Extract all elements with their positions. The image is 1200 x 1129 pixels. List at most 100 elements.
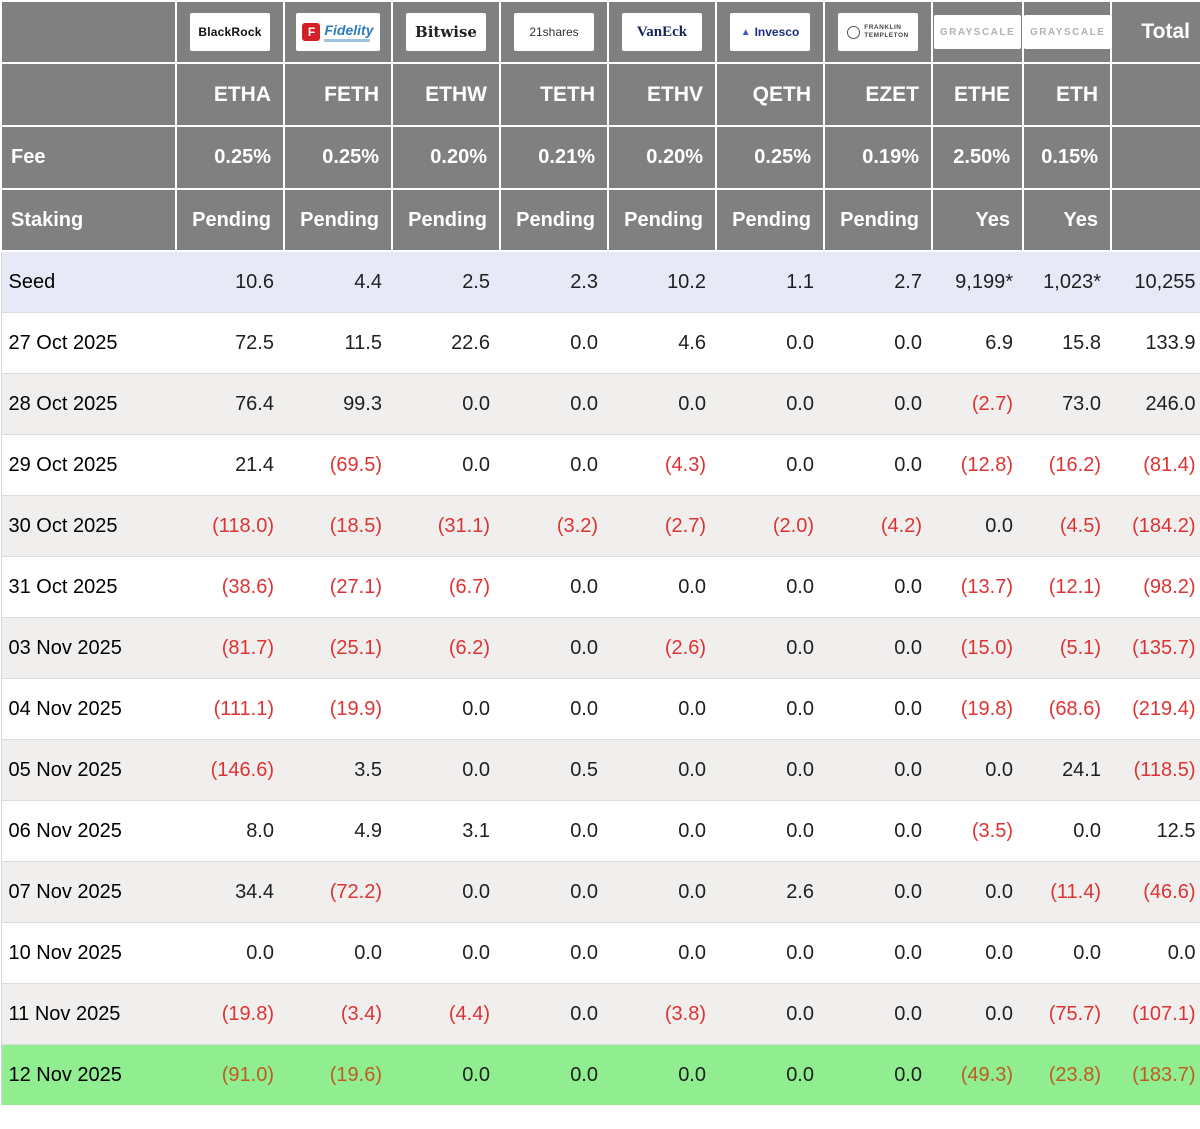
flow-value-cell: 34.4 — [176, 861, 284, 923]
flow-value-cell: 0.0 — [824, 800, 932, 862]
table-body: Seed 10.6 4.4 2.5 2.3 10.2 1.1 2.7 9,199* 1,023* 1… — [0, 251, 1200, 1105]
flow-value-cell: 0.0 — [1111, 922, 1200, 984]
flow-value-cell: 0.0 — [716, 373, 824, 435]
table-row: 11 Nov 2025 (19.8) (3.4) (4.4) 0.0 (3.8) 0.0 0.… — [0, 983, 1200, 1045]
shares21-name: 21shares — [529, 25, 579, 39]
flow-value-cell: 2.5 — [392, 251, 500, 313]
flow-value-cell: 0.0 — [824, 922, 932, 984]
table-row: 07 Nov 2025 34.4 (72.2) 0.0 0.0 0.0 2.6 0.0 0.0(… — [0, 861, 1200, 923]
flow-value-cell: (183.7) — [1111, 1044, 1200, 1105]
flow-value-cell: (3.5) — [932, 800, 1023, 862]
franklin-wordmark: FRANKLIN TEMPLETON — [864, 24, 908, 40]
flow-value-cell: 1,023* — [1023, 251, 1111, 313]
flow-value-cell: 0.0 — [824, 861, 932, 923]
flow-value-cell: 0.0 — [824, 1044, 932, 1105]
table-header: BlackRock F Fidelity Bitwise 21shares VanEck ▲… — [0, 0, 1200, 252]
table-row: Seed 10.6 4.4 2.5 2.3 10.2 1.1 2.7 9,199* 1,023* 1… — [0, 251, 1200, 313]
flow-value-cell: 0.0 — [500, 861, 608, 923]
flow-value-cell: (16.2) — [1023, 434, 1111, 496]
logo-cell-feth: F Fidelity — [283, 0, 393, 64]
flow-value-cell: (25.1) — [284, 617, 392, 679]
flow-value-cell: 12.5 — [1111, 800, 1200, 862]
total-header-cell: Total — [1110, 0, 1200, 64]
flow-value-cell: 2.6 — [716, 861, 824, 923]
row-label: 31 Oct 2025 — [0, 556, 176, 618]
flow-value-cell: (18.5) — [284, 495, 392, 557]
row-label: 05 Nov 2025 — [0, 739, 176, 801]
logo-cell-teth: 21shares — [499, 0, 609, 64]
flow-value-cell: 72.5 — [176, 312, 284, 374]
staking-row-label: Staking — [0, 188, 177, 252]
flow-value-cell: 76.4 — [176, 373, 284, 435]
row-label: 12 Nov 2025 — [0, 1044, 176, 1105]
flow-value-cell: (2.7) — [932, 373, 1023, 435]
franklin-logo: FRANKLIN TEMPLETON — [838, 13, 918, 51]
flow-value-cell: 0.0 — [932, 983, 1023, 1045]
flow-value-cell: 0.0 — [716, 434, 824, 496]
flow-value-cell: 0.0 — [500, 922, 608, 984]
row-label: 30 Oct 2025 — [0, 495, 176, 557]
vaneck-logo: VanEck — [622, 13, 702, 51]
flow-value-cell: (4.2) — [824, 495, 932, 557]
fee-ethv: 0.20% — [607, 125, 717, 190]
flow-value-cell: 0.0 — [392, 434, 500, 496]
flow-value-cell: (118.5) — [1111, 739, 1200, 801]
fee-etha: 0.25% — [175, 125, 285, 190]
flow-value-cell: (2.0) — [716, 495, 824, 557]
flow-value-cell: (2.6) — [608, 617, 716, 679]
flow-value-cell: 24.1 — [1023, 739, 1111, 801]
logo-cell-ethv: VanEck — [607, 0, 717, 64]
flow-value-cell: 0.0 — [608, 1044, 716, 1105]
flow-value-cell: (72.2) — [284, 861, 392, 923]
flow-value-cell: (75.7) — [1023, 983, 1111, 1045]
flow-value-cell: 9,199* — [932, 251, 1023, 313]
flow-value-cell: 10.6 — [176, 251, 284, 313]
flow-value-cell: 0.0 — [716, 922, 824, 984]
flow-value-cell: (146.6) — [176, 739, 284, 801]
flow-value-cell: 0.0 — [932, 739, 1023, 801]
flow-value-cell: 133.9 — [1111, 312, 1200, 374]
flow-value-cell: (3.4) — [284, 983, 392, 1045]
shares21-logo: 21shares — [514, 13, 594, 51]
franklin-circle-icon — [847, 25, 861, 39]
flow-value-cell: (11.4) — [1023, 861, 1111, 923]
flow-value-cell: 0.0 — [608, 922, 716, 984]
flow-value-cell: 0.0 — [500, 434, 608, 496]
ticker-etha: ETHA — [175, 62, 285, 127]
flow-value-cell: (135.7) — [1111, 617, 1200, 679]
grayscale-name: GRAYSCALE — [1030, 26, 1106, 38]
flow-value-cell: 0.0 — [716, 739, 824, 801]
flow-value-cell: 0.0 — [608, 678, 716, 740]
flow-value-cell: 22.6 — [392, 312, 500, 374]
staking-teth: Pending — [499, 188, 609, 252]
flow-value-cell: 4.6 — [608, 312, 716, 374]
flow-value-cell: (69.5) — [284, 434, 392, 496]
flow-value-cell: 4.9 — [284, 800, 392, 862]
flow-value-cell: (6.7) — [392, 556, 500, 618]
flow-value-cell: 0.0 — [932, 861, 1023, 923]
flow-value-cell: (6.2) — [392, 617, 500, 679]
flow-value-cell: 0.0 — [608, 556, 716, 618]
row-label: 29 Oct 2025 — [0, 434, 176, 496]
table-row: 06 Nov 2025 8.0 4.9 3.1 0.0 0.0 0.0 0.0 (3.5) 0.0… — [0, 800, 1200, 862]
logo-cell-qeth: ▲ Invesco — [715, 0, 825, 64]
flow-value-cell: 0.0 — [716, 800, 824, 862]
table-row: 31 Oct 2025 (38.6) (27.1) (6.7) 0.0 0.0 0.0 0.0… — [0, 556, 1200, 618]
logo-cell-eth: GRAYSCALE — [1022, 0, 1112, 64]
flow-value-cell: 0.0 — [932, 922, 1023, 984]
fee-feth: 0.25% — [283, 125, 393, 190]
invesco-name: Invesco — [754, 25, 800, 39]
flow-value-cell: 0.0 — [1023, 922, 1111, 984]
header-row-staking: Staking Pending Pending Pending Pending Pendi… — [0, 188, 1200, 252]
flow-value-cell: (68.6) — [1023, 678, 1111, 740]
table-row: 28 Oct 2025 76.4 99.3 0.0 0.0 0.0 0.0 0.0 (2.7) 7… — [0, 373, 1200, 435]
flow-value-cell: (81.4) — [1111, 434, 1200, 496]
flow-value-cell: 1.1 — [716, 251, 824, 313]
table-row: 30 Oct 2025 (118.0) (18.5) (31.1) (3.2) (2.7)… — [0, 495, 1200, 557]
row-label: Seed — [0, 251, 176, 313]
fidelity-name: Fidelity — [324, 21, 374, 38]
flow-value-cell: 0.0 — [824, 678, 932, 740]
flow-value-cell: 0.0 — [284, 922, 392, 984]
flow-value-cell: (31.1) — [392, 495, 500, 557]
flow-value-cell: 21.4 — [176, 434, 284, 496]
